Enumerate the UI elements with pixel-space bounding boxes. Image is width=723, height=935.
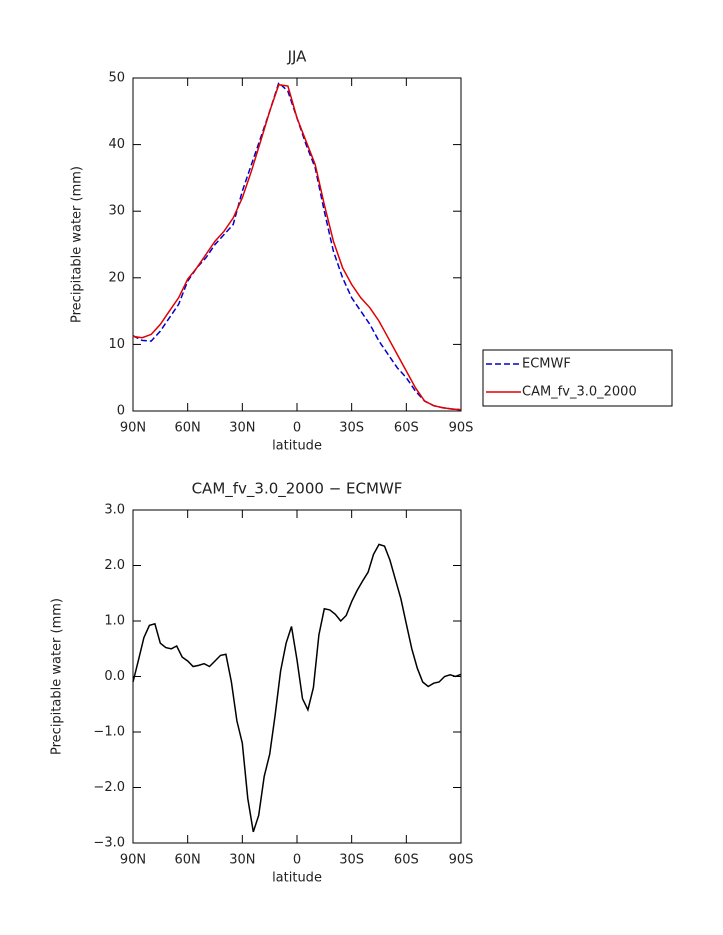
- y-axis-label: Precipitable water (mm): [70, 166, 85, 323]
- y-tick-label: 30: [108, 204, 125, 219]
- x-tick-label: 90N: [120, 853, 146, 868]
- plot-frame: [132, 509, 462, 844]
- x-tick-label: 30S: [339, 853, 364, 868]
- plot-frame: [132, 77, 462, 412]
- data-line: [132, 543, 462, 833]
- x-axis-label: latitude: [272, 871, 322, 886]
- x-axis-label: latitude: [272, 439, 322, 454]
- x-tick-label: 60S: [394, 421, 419, 436]
- x-tick-label: 60N: [175, 421, 201, 436]
- data-line: [132, 81, 462, 411]
- legend-label: ECMWF: [522, 357, 571, 372]
- y-tick-label: 50: [108, 71, 125, 86]
- y-tick-label: 3.0: [104, 503, 125, 518]
- y-tick-label: 10: [108, 337, 125, 352]
- y-tick-label: −2.0: [93, 780, 125, 795]
- x-tick-label: 90S: [449, 853, 474, 868]
- y-tick-label: 0: [117, 404, 125, 419]
- y-tick-label: −1.0: [93, 725, 125, 740]
- x-tick-label: 60S: [394, 853, 419, 868]
- x-tick-label: 30N: [229, 421, 255, 436]
- chart-title: CAM_fv_3.0_2000 − ECMWF: [192, 480, 403, 499]
- x-tick-label: 90S: [449, 421, 474, 436]
- y-tick-label: 1.0: [104, 614, 125, 629]
- y-tick-label: −3.0: [93, 836, 125, 851]
- x-tick-label: 0: [293, 853, 301, 868]
- x-tick-label: 90N: [120, 421, 146, 436]
- chart-title: JJA: [287, 48, 308, 66]
- y-axis-label: Precipitable water (mm): [50, 598, 65, 755]
- y-tick-label: 40: [108, 137, 125, 152]
- legend-box: [482, 349, 673, 407]
- legend-label: CAM_fv_3.0_2000: [522, 385, 637, 400]
- y-tick-label: 20: [108, 270, 125, 285]
- x-tick-label: 30S: [339, 421, 364, 436]
- x-tick-label: 60N: [175, 853, 201, 868]
- data-line: [132, 83, 462, 411]
- x-tick-label: 0: [293, 421, 301, 436]
- x-tick-label: 30N: [229, 853, 255, 868]
- y-tick-label: 2.0: [104, 558, 125, 573]
- y-tick-label: 0.0: [104, 669, 125, 684]
